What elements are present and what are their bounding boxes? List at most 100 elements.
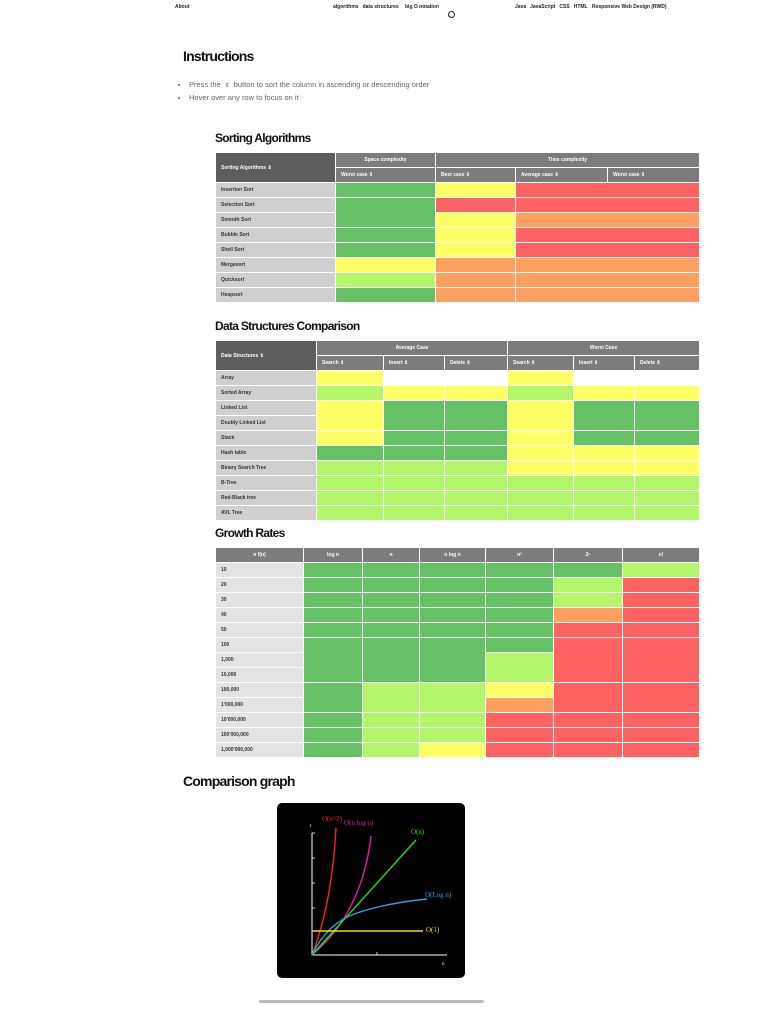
complexity-cell (383, 445, 445, 461)
nav-java[interactable]: Java (515, 4, 527, 10)
table-row[interactable]: Array (215, 370, 701, 386)
table-row[interactable]: AVL Tree (215, 505, 701, 521)
sort-header-name[interactable]: Sorting Algorithms ⇕ (215, 152, 336, 183)
complexity-cell (507, 400, 575, 431)
table-row[interactable]: 40 (215, 607, 700, 623)
nav-about[interactable]: About (175, 4, 190, 10)
row-name: Hash table (215, 445, 317, 461)
table-row[interactable]: Quicksort (215, 272, 701, 288)
table-row[interactable]: Selection Sort (215, 197, 701, 228)
complexity-cell (383, 430, 445, 446)
row-name: Red-Black tree (215, 490, 317, 506)
nav-css[interactable]: CSS (559, 4, 570, 10)
complexity-cell (303, 637, 363, 683)
nav-javascript[interactable]: JavaScript (530, 4, 556, 10)
sort-header-best[interactable]: Best case ⇕ (435, 167, 516, 183)
table-row[interactable]: Mergesort (215, 257, 701, 273)
complexity-cell (383, 460, 445, 476)
row-name: Bubble Sort (215, 227, 336, 243)
row-name: Smooth Sort (215, 212, 336, 228)
table-row[interactable]: 30 (215, 592, 700, 608)
table-row[interactable]: 100'000,000 (215, 727, 700, 743)
table-row[interactable]: Binary Search Tree (215, 460, 701, 476)
complexity-cell (362, 577, 420, 593)
github-icon[interactable] (448, 11, 455, 18)
complexity-cell (419, 712, 486, 728)
table-row[interactable]: 100 (215, 637, 700, 683)
complexity-cell (485, 727, 554, 743)
row-name: 1'000,000 (215, 697, 304, 713)
table-row[interactable]: Stack (215, 430, 701, 446)
table-row[interactable]: Hash table (215, 445, 701, 461)
row-name: 20 (215, 577, 304, 593)
table-row[interactable]: 1,000'000,000 (215, 742, 700, 758)
table-row[interactable]: 50 (215, 622, 700, 638)
graph-title: Comparison graph (183, 773, 295, 789)
complexity-cell (622, 577, 700, 593)
complexity-cell (362, 637, 420, 683)
table-row[interactable]: Insertion Sort (215, 182, 701, 198)
sort-header-worst[interactable]: Worst case ⇕ (606, 167, 701, 183)
sort-header-space-worst[interactable]: Worst case ⇕ (335, 167, 436, 183)
sort-header-insert[interactable]: Insert ⇕ (573, 355, 636, 371)
table-row[interactable]: Red-Black tree (215, 490, 701, 506)
sort-header-delete[interactable]: Delete ⇕ (634, 355, 701, 371)
nav-rwd[interactable]: Responsive Web Design (RWD) (592, 4, 667, 10)
complexity-cell (573, 445, 636, 461)
complexity-cell (634, 490, 701, 506)
complexity-cell (443, 490, 509, 506)
curve-label: O(n) (411, 828, 425, 836)
complexity-cell (435, 182, 516, 198)
header-worst: Worst Case (507, 340, 701, 356)
table-row[interactable]: 10 (215, 562, 700, 578)
complexity-cell (443, 505, 509, 521)
row-name: Shell Sort (215, 242, 336, 258)
graph-svg: t n O(n^2) O(n log n) O(n) O(Log n) O(1) (310, 815, 452, 967)
complexity-cell (303, 682, 363, 713)
table-row[interactable]: Sorted Array (215, 385, 701, 401)
row-name: Selection Sort (215, 197, 336, 213)
growth-header: n (362, 547, 420, 563)
sort-header-search[interactable]: Search ⇕ (316, 355, 384, 371)
complexity-cell (419, 742, 486, 758)
complexity-cell (316, 400, 384, 431)
row-name: Mergesort (215, 257, 336, 273)
table-row[interactable]: B-Tree (215, 475, 701, 491)
nav-data-structures[interactable]: data structures (362, 4, 399, 10)
nav-algorithms[interactable]: algorithms (333, 4, 359, 10)
complexity-cell (362, 607, 420, 623)
complexity-cell (485, 577, 554, 593)
complexity-cell (622, 592, 700, 608)
horizontal-scrollbar[interactable] (259, 1000, 484, 1003)
complexity-cell (316, 430, 384, 446)
table-row[interactable]: Smooth Sort (215, 212, 701, 228)
complexity-cell (622, 712, 700, 728)
nav-html[interactable]: HTML (573, 4, 588, 10)
table-row[interactable]: Doubly Linked List (215, 415, 700, 431)
table-row[interactable]: 10,000 (215, 667, 700, 683)
table-row[interactable]: 10'000,000 (215, 712, 700, 728)
nav-big-o[interactable]: big O notation (405, 4, 439, 10)
table-row[interactable]: Shell Sort (215, 242, 701, 258)
complexity-cell (303, 712, 363, 728)
complexity-cell (507, 505, 575, 521)
sort-header-delete[interactable]: Delete ⇕ (443, 355, 509, 371)
table-row[interactable]: Linked List (215, 400, 701, 431)
table-row[interactable]: 1'000,000 (215, 697, 700, 713)
table-row[interactable]: 20 (215, 577, 700, 593)
sort-header-name[interactable]: Data Structures ⇕ (215, 340, 317, 371)
sort-header-average[interactable]: Average case ⇕ (515, 167, 608, 183)
complexity-cell (553, 712, 623, 728)
complexity-cell (573, 385, 636, 401)
table-row[interactable]: Bubble Sort (215, 227, 701, 243)
header-space: Space complexity (335, 152, 436, 168)
complexity-cell (335, 227, 436, 243)
sort-header-insert[interactable]: Insert ⇕ (383, 355, 445, 371)
table-row[interactable]: 100,000 (215, 682, 700, 713)
complexity-cell (435, 227, 516, 243)
complexity-cell (507, 370, 575, 386)
sort-header-search[interactable]: Search ⇕ (507, 355, 575, 371)
table-row[interactable]: Heapsort (215, 287, 701, 303)
complexity-cell (514, 227, 701, 243)
